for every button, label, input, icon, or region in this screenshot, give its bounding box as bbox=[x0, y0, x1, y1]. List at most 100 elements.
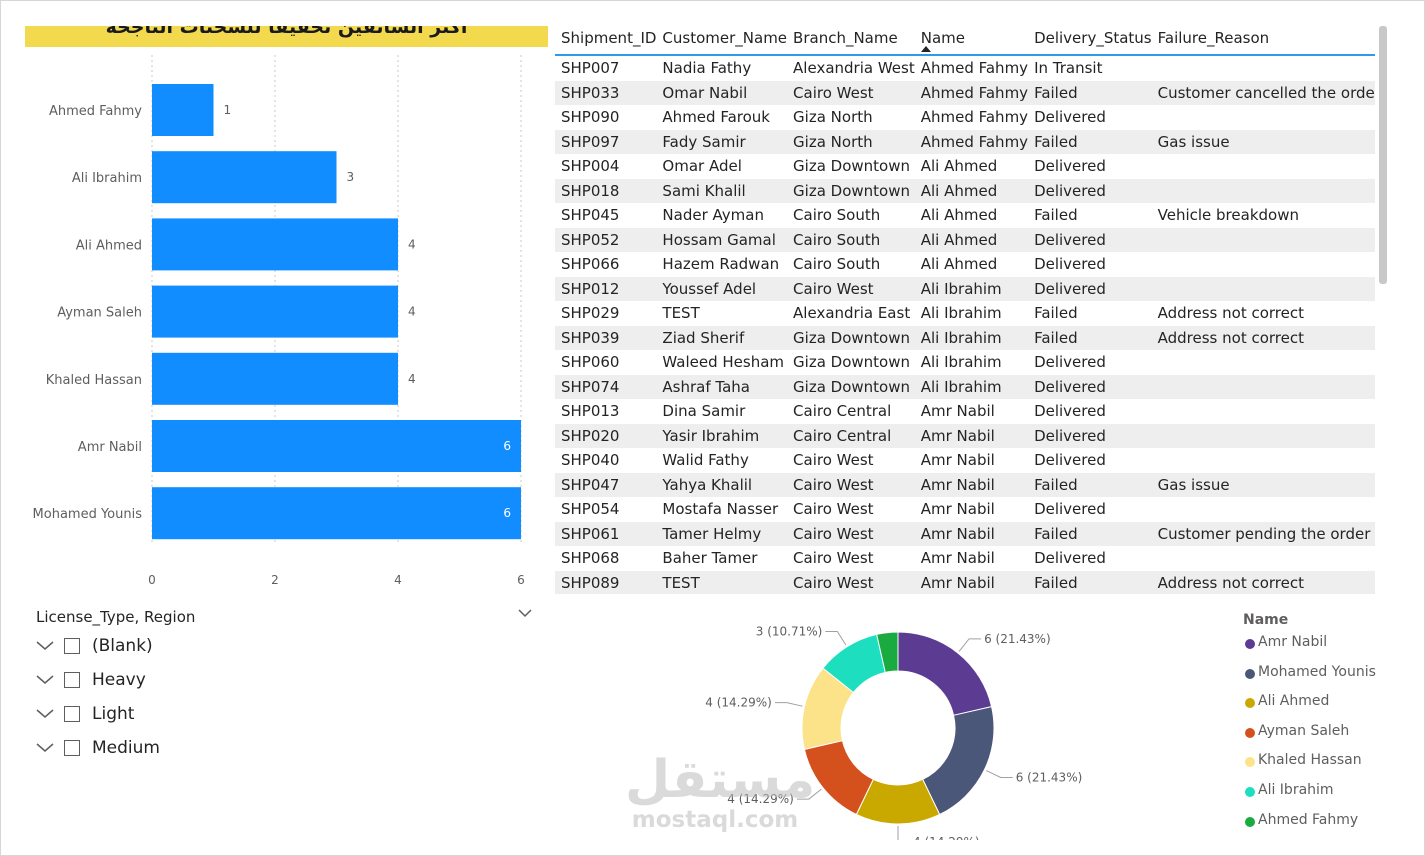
bar[interactable] bbox=[152, 151, 337, 204]
checkbox[interactable] bbox=[64, 672, 80, 688]
column-header-branch-name[interactable]: Branch_Name bbox=[787, 22, 915, 56]
category-label: Ali Ahmed bbox=[76, 238, 142, 253]
legend-label: Ali Ibrahim bbox=[1258, 782, 1334, 798]
table-scrollbar[interactable] bbox=[1379, 26, 1387, 284]
table-row[interactable]: SHP061 Tamer Helmy Cairo West Amr Nabil Fail… bbox=[555, 521, 1375, 546]
table-cell bbox=[1151, 423, 1375, 448]
legend-label: Amr Nabil bbox=[1258, 634, 1328, 650]
expand-chevron-icon[interactable] bbox=[36, 672, 54, 686]
table-row[interactable]: SHP039 Ziad Sherif Giza Downtown Ali Ibrahi… bbox=[555, 325, 1375, 350]
category-label: Ali Ibrahim bbox=[72, 171, 142, 186]
table-row[interactable]: SHP029 TEST Alexandria East Ali Ibrahim Fail… bbox=[555, 301, 1375, 326]
table-cell: Amr Nabil bbox=[920, 402, 995, 421]
table-row[interactable]: SHP090 Ahmed Farouk Giza North Ahmed Fahmy D… bbox=[555, 105, 1375, 130]
table-cell: Address not correct bbox=[1151, 570, 1375, 594]
column-header-failure-reason[interactable]: Failure_Reason bbox=[1151, 22, 1375, 56]
checkbox[interactable] bbox=[64, 706, 80, 722]
table-cell: Ashraf Taha bbox=[656, 374, 788, 399]
checkbox[interactable] bbox=[64, 638, 80, 654]
table-cell: Giza Downtown bbox=[787, 325, 915, 350]
table-cell: Amr Nabil bbox=[920, 500, 995, 519]
table-cell: Alexandria East bbox=[793, 304, 911, 323]
table-cell: SHP074 bbox=[555, 374, 657, 399]
table-cell: Delivered bbox=[1034, 549, 1106, 568]
bar[interactable] bbox=[152, 84, 214, 136]
table-cell: SHP047 bbox=[555, 472, 657, 497]
chevron-down-icon[interactable] bbox=[518, 606, 532, 620]
column-header-customer-name[interactable]: Customer_Name bbox=[656, 22, 788, 56]
bar[interactable] bbox=[152, 352, 398, 405]
table-cell bbox=[1152, 448, 1375, 473]
table-cell: SHP018 bbox=[555, 178, 657, 203]
table-cell: Cairo South bbox=[793, 255, 881, 274]
table-row[interactable]: SHP054 Mostafa Nasser Cairo West Amr Nabil D… bbox=[555, 497, 1375, 522]
donut-chart[interactable]: 6 (21.43%) 6 (21.43%) 4 (14.29%) 4 (14.29%)… bbox=[690, 615, 1110, 840]
data-label: 4 bbox=[408, 305, 416, 319]
bar-chart[interactable]: 0 2 4 6 Ahmed Fahmy 1 Ali Ibrahim 3 Ali Ahmed 4 Ay… bbox=[20, 50, 550, 595]
bar[interactable] bbox=[152, 285, 398, 338]
table-row[interactable]: SHP060 Waleed Hesham Giza Downtown Ali Ibra… bbox=[555, 350, 1375, 375]
category-label: Ahmed Fahmy bbox=[49, 104, 142, 119]
table-row[interactable]: SHP020 Yasir Ibrahim Cairo Central Amr Nabi… bbox=[555, 423, 1375, 448]
table-row[interactable]: SHP004 Omar Adel Giza Downtown Ali Ahmed Del… bbox=[555, 154, 1375, 179]
table-cell: Youssef Adel bbox=[656, 276, 788, 301]
table-cell: SHP060 bbox=[561, 353, 620, 372]
column-header-shipment-id[interactable]: Shipment_ID bbox=[555, 22, 657, 56]
table-cell: Delivered bbox=[1034, 108, 1106, 127]
table-cell: Ali Ahmed bbox=[920, 206, 998, 225]
table-row[interactable]: SHP066 Hazem Radwan Cairo South Ali Ahmed De… bbox=[555, 252, 1375, 277]
bar[interactable] bbox=[152, 218, 398, 271]
table-cell: Waleed Hesham bbox=[662, 353, 785, 372]
table-cell: Dina Samir bbox=[662, 402, 746, 421]
x-tick-label: 4 bbox=[394, 573, 402, 587]
table-cell: Delivered bbox=[1034, 157, 1106, 176]
legend-title: Name bbox=[1243, 612, 1289, 628]
table-cell bbox=[1152, 546, 1375, 571]
table-cell: Delivered bbox=[1034, 451, 1106, 470]
checkbox[interactable] bbox=[64, 740, 80, 756]
table-cell: Failed bbox=[1028, 325, 1152, 350]
table-row[interactable]: SHP047 Yahya Khalil Cairo West Amr Nabil Fai… bbox=[555, 472, 1375, 497]
leader-line bbox=[986, 770, 1013, 778]
category-label: Amr Nabil bbox=[78, 440, 142, 455]
legend-marker bbox=[1245, 787, 1255, 797]
table-cell: SHP012 bbox=[555, 276, 657, 301]
table-row[interactable]: SHP045 Nader Ayman Cairo South Ali Ahmed Fai… bbox=[555, 203, 1375, 228]
table-cell: Delivered bbox=[1028, 227, 1152, 252]
data-label: 6 bbox=[503, 506, 511, 520]
donut-slice[interactable] bbox=[897, 631, 993, 716]
table-cell: Tamer Helmy bbox=[656, 521, 788, 546]
expand-chevron-icon[interactable] bbox=[36, 706, 54, 720]
table-row[interactable]: SHP012 Youssef Adel Cairo West Ali Ibrahim D… bbox=[555, 276, 1375, 301]
table-cell: Failed bbox=[1028, 472, 1152, 497]
table-row[interactable]: SHP097 Fady Samir Giza North Ahmed Fahmy Fai… bbox=[555, 129, 1375, 154]
shipments-table[interactable]: Shipment_ID Customer_Name Branch_Name Na… bbox=[555, 22, 1375, 594]
table-row[interactable]: SHP040 Walid Fathy Cairo West Amr Nabil Deli… bbox=[555, 448, 1375, 473]
table-row[interactable]: SHP068 Baher Tamer Cairo West Amr Nabil Deli… bbox=[555, 546, 1375, 571]
bar[interactable] bbox=[152, 487, 521, 540]
table-cell bbox=[1151, 276, 1375, 301]
table-row[interactable]: SHP033 Omar Nabil Cairo West Ahmed Fahmy Fai… bbox=[555, 80, 1375, 105]
donut-slice[interactable] bbox=[922, 706, 995, 816]
table-row[interactable]: SHP007 Nadia Fathy Alexandria West Ahmed Fa… bbox=[555, 55, 1375, 81]
slice-data-label: 3 (10.71%) bbox=[756, 624, 823, 638]
table-row[interactable]: SHP052 Hossam Gamal Cairo South Ali Ahmed De… bbox=[555, 227, 1375, 252]
table-cell: In Transit bbox=[1034, 59, 1103, 78]
table-row[interactable]: SHP013 Dina Samir Cairo Central Amr Nabil De… bbox=[555, 399, 1375, 424]
table-cell: Omar Nabil bbox=[656, 80, 788, 105]
table-row[interactable]: SHP089 TEST Cairo West Amr Nabil Failed Addre… bbox=[555, 570, 1375, 594]
table-cell: Ali Ibrahim bbox=[920, 353, 1002, 372]
table-row[interactable]: SHP074 Ashraf Taha Giza Downtown Ali Ibrahi… bbox=[555, 374, 1375, 399]
column-header-name[interactable]: Name bbox=[914, 22, 1029, 56]
table-row[interactable]: SHP018 Sami Khalil Giza Downtown Ali Ahmed D… bbox=[555, 178, 1375, 203]
table-cell: Amr Nabil bbox=[914, 472, 1029, 497]
donut-slice[interactable] bbox=[876, 631, 899, 674]
expand-chevron-icon[interactable] bbox=[36, 740, 54, 754]
table-cell: Failed bbox=[1028, 521, 1152, 546]
column-header-delivery-status[interactable]: Delivery_Status bbox=[1028, 22, 1152, 56]
table-cell: Baher Tamer bbox=[662, 549, 758, 568]
expand-chevron-icon[interactable] bbox=[36, 638, 54, 652]
data-label: 1 bbox=[224, 103, 232, 117]
bar[interactable] bbox=[152, 420, 521, 472]
table-cell: Ali Ibrahim bbox=[914, 325, 1029, 350]
